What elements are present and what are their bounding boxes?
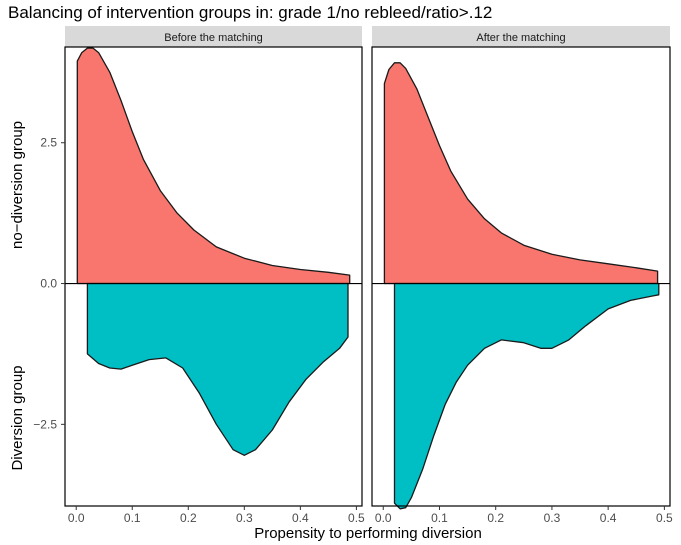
panel-1: Before the matching	[64, 26, 363, 507]
panel-border	[371, 46, 671, 507]
diversion-density-area	[393, 282, 660, 510]
panel-2: After the matching	[371, 26, 671, 510]
x-tick-label: 0.2	[487, 511, 504, 525]
panel-strip	[65, 26, 362, 47]
x-axes: 0.0 0.1 0.2 0.3 0.4 0.5 0.0 0.1 0.2 0.3 0.4 0.5	[68, 506, 673, 525]
x-tick-label: 0.1	[431, 511, 448, 525]
panel-strip	[372, 26, 670, 47]
y-axis-title-top: no−diversion group	[9, 121, 26, 249]
y-tick-label: 2.5	[40, 136, 57, 150]
x-tick-label: 0.2	[180, 511, 197, 525]
chart-title: Balancing of intervention groups in: gra…	[8, 3, 492, 22]
x-tick-label: 0.3	[544, 511, 561, 525]
panel-strip-label: Before the matching	[164, 32, 262, 44]
y-axis: 2.5 0.0 −2.5	[33, 136, 65, 431]
panels-group: Before the matching After the matching	[64, 26, 671, 510]
panel-strip-label: After the matching	[476, 32, 565, 44]
diversion-density-area	[86, 282, 349, 456]
x-tick-label: 0.3	[236, 511, 253, 525]
no-diversion-density-area	[76, 47, 351, 285]
x-tick-label: 0.4	[600, 511, 617, 525]
no-diversion-density-area	[383, 62, 659, 285]
x-tick-label: 0.5	[656, 511, 673, 525]
x-tick-label: 0.0	[68, 511, 85, 525]
panel-border	[64, 46, 363, 507]
x-axis-title: Propensity to performing diversion	[254, 525, 482, 542]
x-tick-label: 0.4	[292, 511, 309, 525]
x-tick-label: 0.1	[124, 511, 141, 525]
x-tick-label: 0.0	[375, 511, 392, 525]
y-axis-title-bottom: Diversion group	[9, 365, 26, 470]
x-tick-label: 0.5	[348, 511, 365, 525]
y-tick-label: −2.5	[33, 417, 57, 431]
y-tick-label: 0.0	[40, 277, 57, 291]
